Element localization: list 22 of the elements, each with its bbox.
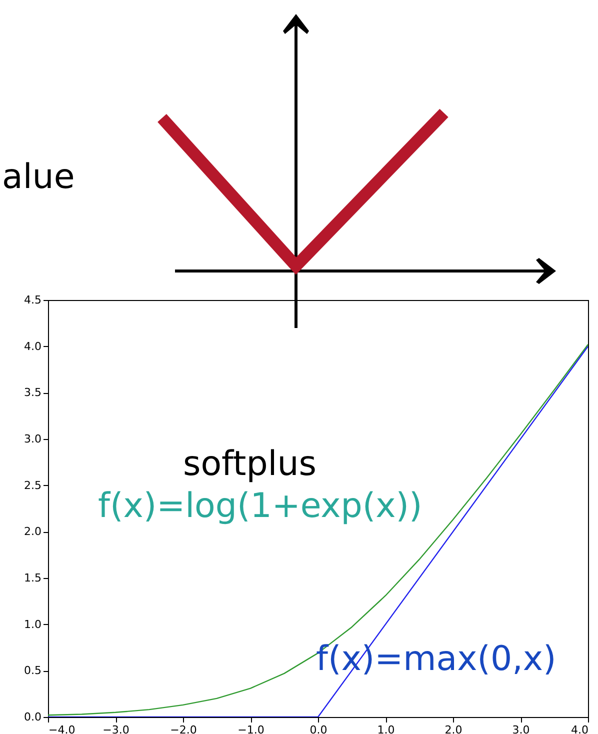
- x-tick-label: −2.0: [170, 724, 197, 734]
- y-tick-label: 1.0: [24, 618, 42, 631]
- y-tick-label: 1.5: [24, 572, 42, 584]
- x-tick-label: −1.0: [238, 724, 264, 734]
- y-tick-label: 4.5: [24, 294, 42, 306]
- x-tick-label: 0.0: [310, 724, 328, 734]
- annotation: softplus: [183, 444, 317, 484]
- x-tick-label: −3.0: [102, 724, 130, 734]
- y-tick-label: 0.5: [24, 664, 42, 678]
- text: alue: [2, 157, 75, 197]
- y-tick-label: 3.0: [24, 432, 42, 446]
- x-tick-label: 2.0: [444, 724, 462, 734]
- x-tick-label: 1.0: [377, 724, 395, 734]
- x-tick-label: −4.0: [48, 724, 76, 734]
- y-tick-label: 0.0: [24, 710, 42, 724]
- y-tick-label: 2.0: [24, 525, 42, 538]
- x-tick-label: 3.0: [512, 724, 530, 734]
- y-tick-label: 2.5: [24, 478, 42, 492]
- y-tick-label: 3.5: [24, 386, 42, 400]
- x-tick-label: 4.0: [571, 724, 588, 734]
- annotation: f(x)=log(1+exp(x)): [98, 486, 422, 526]
- y-tick-label: 4.0: [24, 340, 42, 353]
